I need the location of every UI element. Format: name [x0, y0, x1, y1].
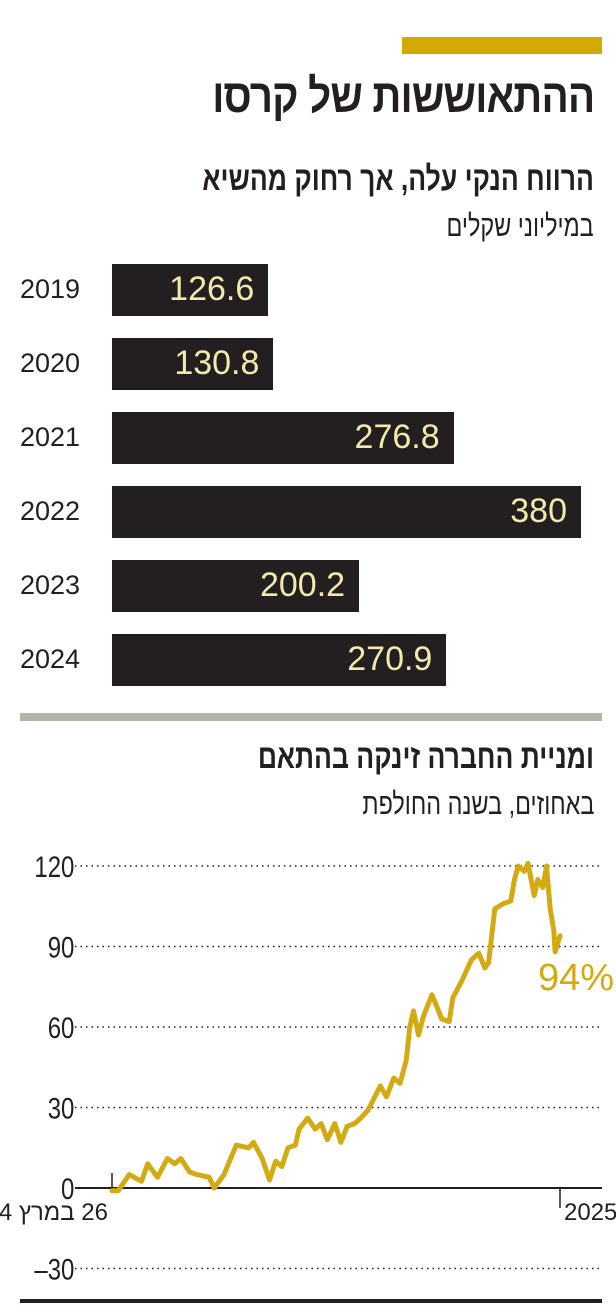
- bar-chart-unit: במיליוני שקלים: [446, 210, 594, 243]
- x-tick-label: 26 במרץ 2024: [0, 1199, 108, 1226]
- y-tick-label: 30: [48, 1091, 75, 1125]
- bar: 270.9: [112, 634, 447, 686]
- bar-category-label: 2021: [20, 422, 81, 452]
- bar-value-label: 380: [510, 492, 567, 530]
- bar-value-label: 126.6: [169, 270, 255, 308]
- y-tick-label: 60: [48, 1010, 75, 1044]
- bar: 380: [112, 486, 581, 538]
- bar: 126.6: [112, 264, 269, 316]
- line-chart-unit: באחוזים, בשנה החולפת: [362, 788, 594, 821]
- bar-chart-title: הרווח הנקי עלה, אך רחוק מהשיא: [202, 160, 594, 198]
- price-line: [109, 860, 563, 1194]
- bar: 276.8: [112, 412, 454, 464]
- x-tick-label: 25 במרץ 2025: [564, 1199, 616, 1226]
- bar-category-label: 2024: [20, 644, 81, 674]
- accent-bar: [402, 37, 602, 54]
- bar-value-label: 276.8: [354, 418, 440, 456]
- bar-value-label: 270.9: [347, 640, 433, 678]
- section-divider: [20, 713, 602, 721]
- bar-category-label: 2022: [20, 496, 81, 526]
- y-tick-label: 120: [34, 849, 74, 883]
- bar-category-label: 2023: [20, 570, 81, 600]
- bar-category-label: 2020: [20, 348, 81, 378]
- end-value-label: 94%: [538, 957, 614, 999]
- y-tick-label: 0: [61, 1171, 74, 1205]
- line-chart-title: ומניית החברה זינקה בהתאם: [257, 738, 594, 776]
- bar: 200.2: [112, 560, 360, 612]
- y-tick-label: –30: [34, 1252, 74, 1286]
- bar-value-label: 130.8: [174, 344, 260, 382]
- bar-value-label: 200.2: [259, 566, 346, 604]
- bar: 130.8: [112, 338, 274, 390]
- page-title: ההתאוששות של קרסו: [211, 69, 595, 122]
- y-tick-label: 90: [48, 930, 75, 964]
- bar-category-label: 2019: [20, 274, 81, 304]
